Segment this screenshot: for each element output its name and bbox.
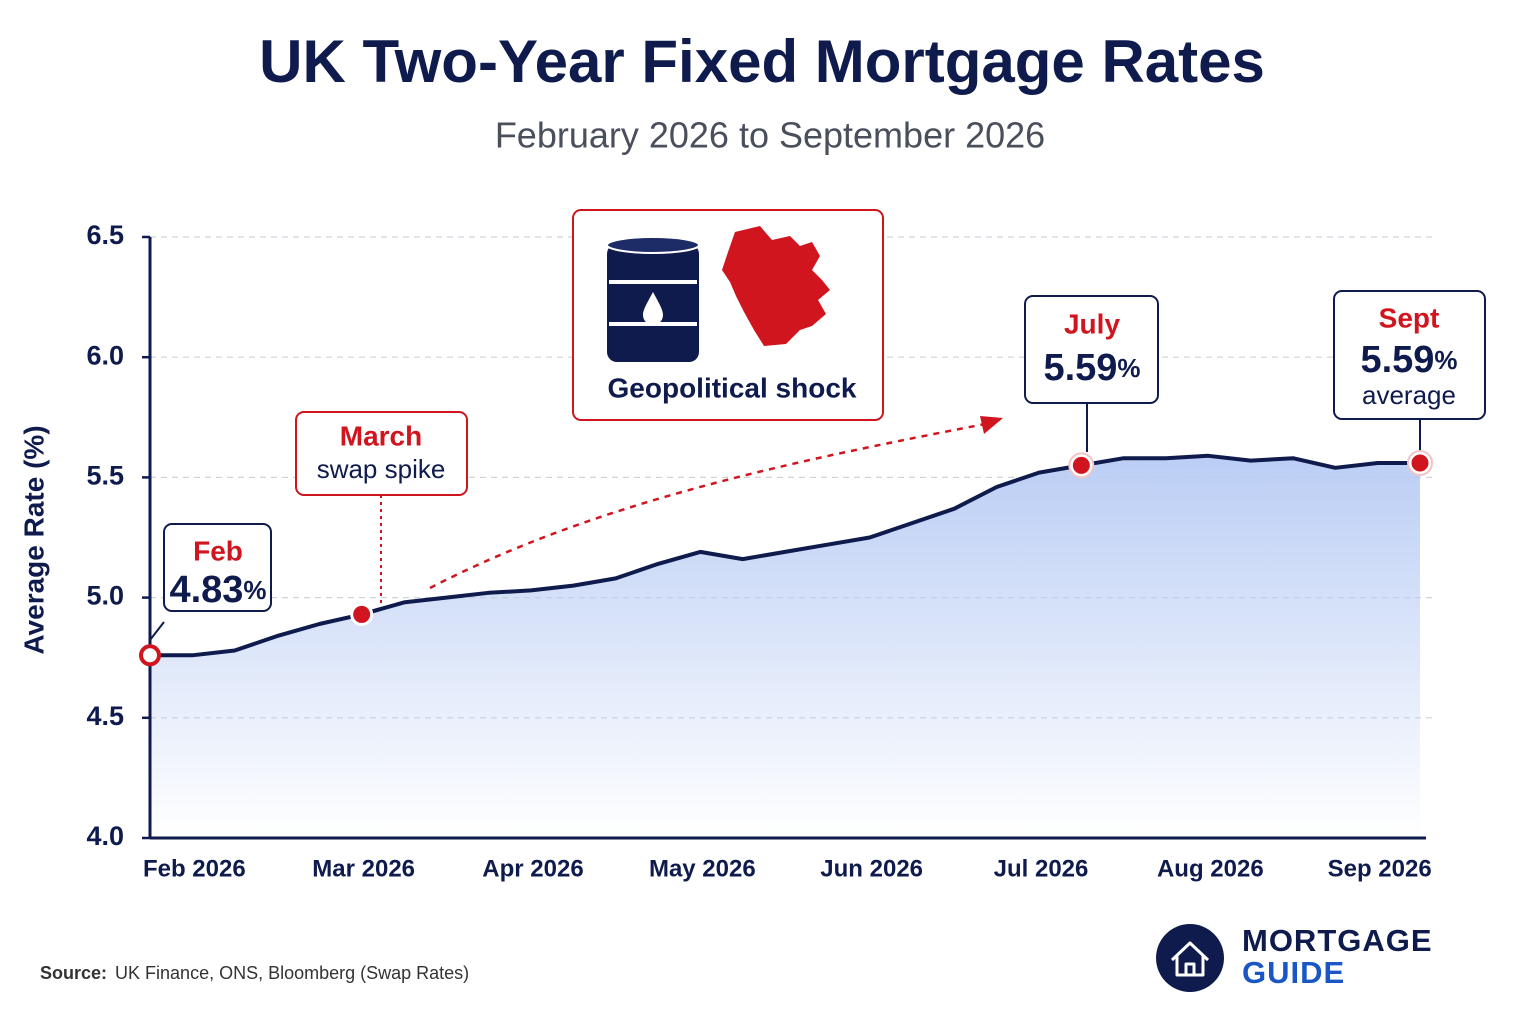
oil-barrel-icon bbox=[606, 236, 700, 362]
annotation-title: Sept bbox=[1379, 302, 1440, 333]
annotation-title: July bbox=[1064, 308, 1120, 339]
annotation-connector bbox=[149, 621, 165, 641]
y-axis-label: Average Rate (%) bbox=[18, 425, 49, 654]
x-tick-label: May 2026 bbox=[649, 855, 756, 882]
annotation-value-number: 5.59 bbox=[1360, 339, 1434, 381]
chart-subtitle: February 2026 to September 2026 bbox=[495, 115, 1045, 156]
source-text: UK Finance, ONS, Bloomberg (Swap Rates) bbox=[115, 963, 469, 983]
x-tick-label: Jun 2026 bbox=[820, 855, 923, 882]
arrow-head bbox=[980, 416, 1003, 434]
chart-title: UK Two-Year Fixed Mortgage Rates bbox=[259, 28, 1265, 95]
point-marker bbox=[139, 644, 161, 667]
annotation-value: 5.59% bbox=[1360, 339, 1457, 381]
point-marker-ring bbox=[1407, 449, 1433, 476]
x-tick-label: Feb 2026 bbox=[143, 855, 246, 882]
annotation-value-unit: % bbox=[1434, 345, 1457, 375]
map-icon bbox=[722, 226, 830, 346]
annotation-value: 5.59% bbox=[1043, 347, 1140, 389]
y-tick-label: 6.0 bbox=[86, 340, 124, 370]
logo-line2: GUIDE bbox=[1242, 955, 1345, 990]
logo-house bbox=[1170, 941, 1210, 977]
x-tick-label: Apr 2026 bbox=[482, 855, 583, 882]
annotation-box bbox=[1333, 290, 1486, 420]
point-marker-ring bbox=[1068, 452, 1095, 479]
y-tick-label: 4.5 bbox=[86, 701, 124, 731]
annotation-value: 4.83% bbox=[169, 569, 266, 611]
area-fill bbox=[150, 455, 1420, 838]
annotation-value-unit: % bbox=[1117, 353, 1140, 383]
point-marker bbox=[1408, 451, 1432, 475]
annotation-title: Geopolitical shock bbox=[608, 372, 857, 403]
x-tick-label: Sep 2026 bbox=[1328, 855, 1432, 882]
annotation-title: March bbox=[340, 420, 422, 451]
trend-arrow bbox=[429, 422, 986, 590]
x-tick-label: Mar 2026 bbox=[312, 855, 415, 882]
annotation-text: average bbox=[1362, 380, 1456, 410]
annotation-title: Feb bbox=[193, 535, 243, 566]
annotation-box bbox=[1024, 295, 1159, 404]
logo-line1: MORTGAGE bbox=[1242, 923, 1433, 958]
source-label: Source: bbox=[40, 963, 107, 983]
annotation-value-number: 5.59 bbox=[1043, 347, 1117, 389]
point-marker bbox=[350, 602, 374, 626]
logo-badge bbox=[1156, 924, 1224, 992]
annotation-value-number: 4.83 bbox=[169, 569, 243, 611]
source-note: Source: UK Finance, ONS, Bloomberg (Swap … bbox=[40, 963, 469, 983]
x-tick-label: Aug 2026 bbox=[1157, 855, 1264, 882]
y-tick-label: 5.0 bbox=[86, 581, 124, 611]
annotation-text: swap spike bbox=[317, 454, 446, 484]
plot-area: 4.0 4.5 5.0 5.5 6.0 6.5 Feb 2026 Mar 2026 Apr 20… bbox=[86, 209, 1486, 882]
x-tick-label: Jul 2026 bbox=[994, 855, 1089, 882]
annotation-box bbox=[163, 523, 272, 612]
annotation-value-unit: % bbox=[243, 575, 266, 605]
y-tick-label: 4.0 bbox=[86, 821, 124, 851]
point-marker bbox=[1069, 453, 1093, 477]
y-tick-label: 6.5 bbox=[86, 220, 124, 250]
y-tick-label: 5.5 bbox=[86, 461, 124, 491]
